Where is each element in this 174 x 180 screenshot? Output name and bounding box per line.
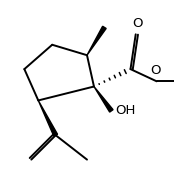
Text: OH: OH <box>116 104 136 117</box>
Polygon shape <box>94 87 113 112</box>
Polygon shape <box>87 26 106 55</box>
Text: O: O <box>132 17 143 30</box>
Text: O: O <box>151 64 161 77</box>
Polygon shape <box>38 100 58 136</box>
